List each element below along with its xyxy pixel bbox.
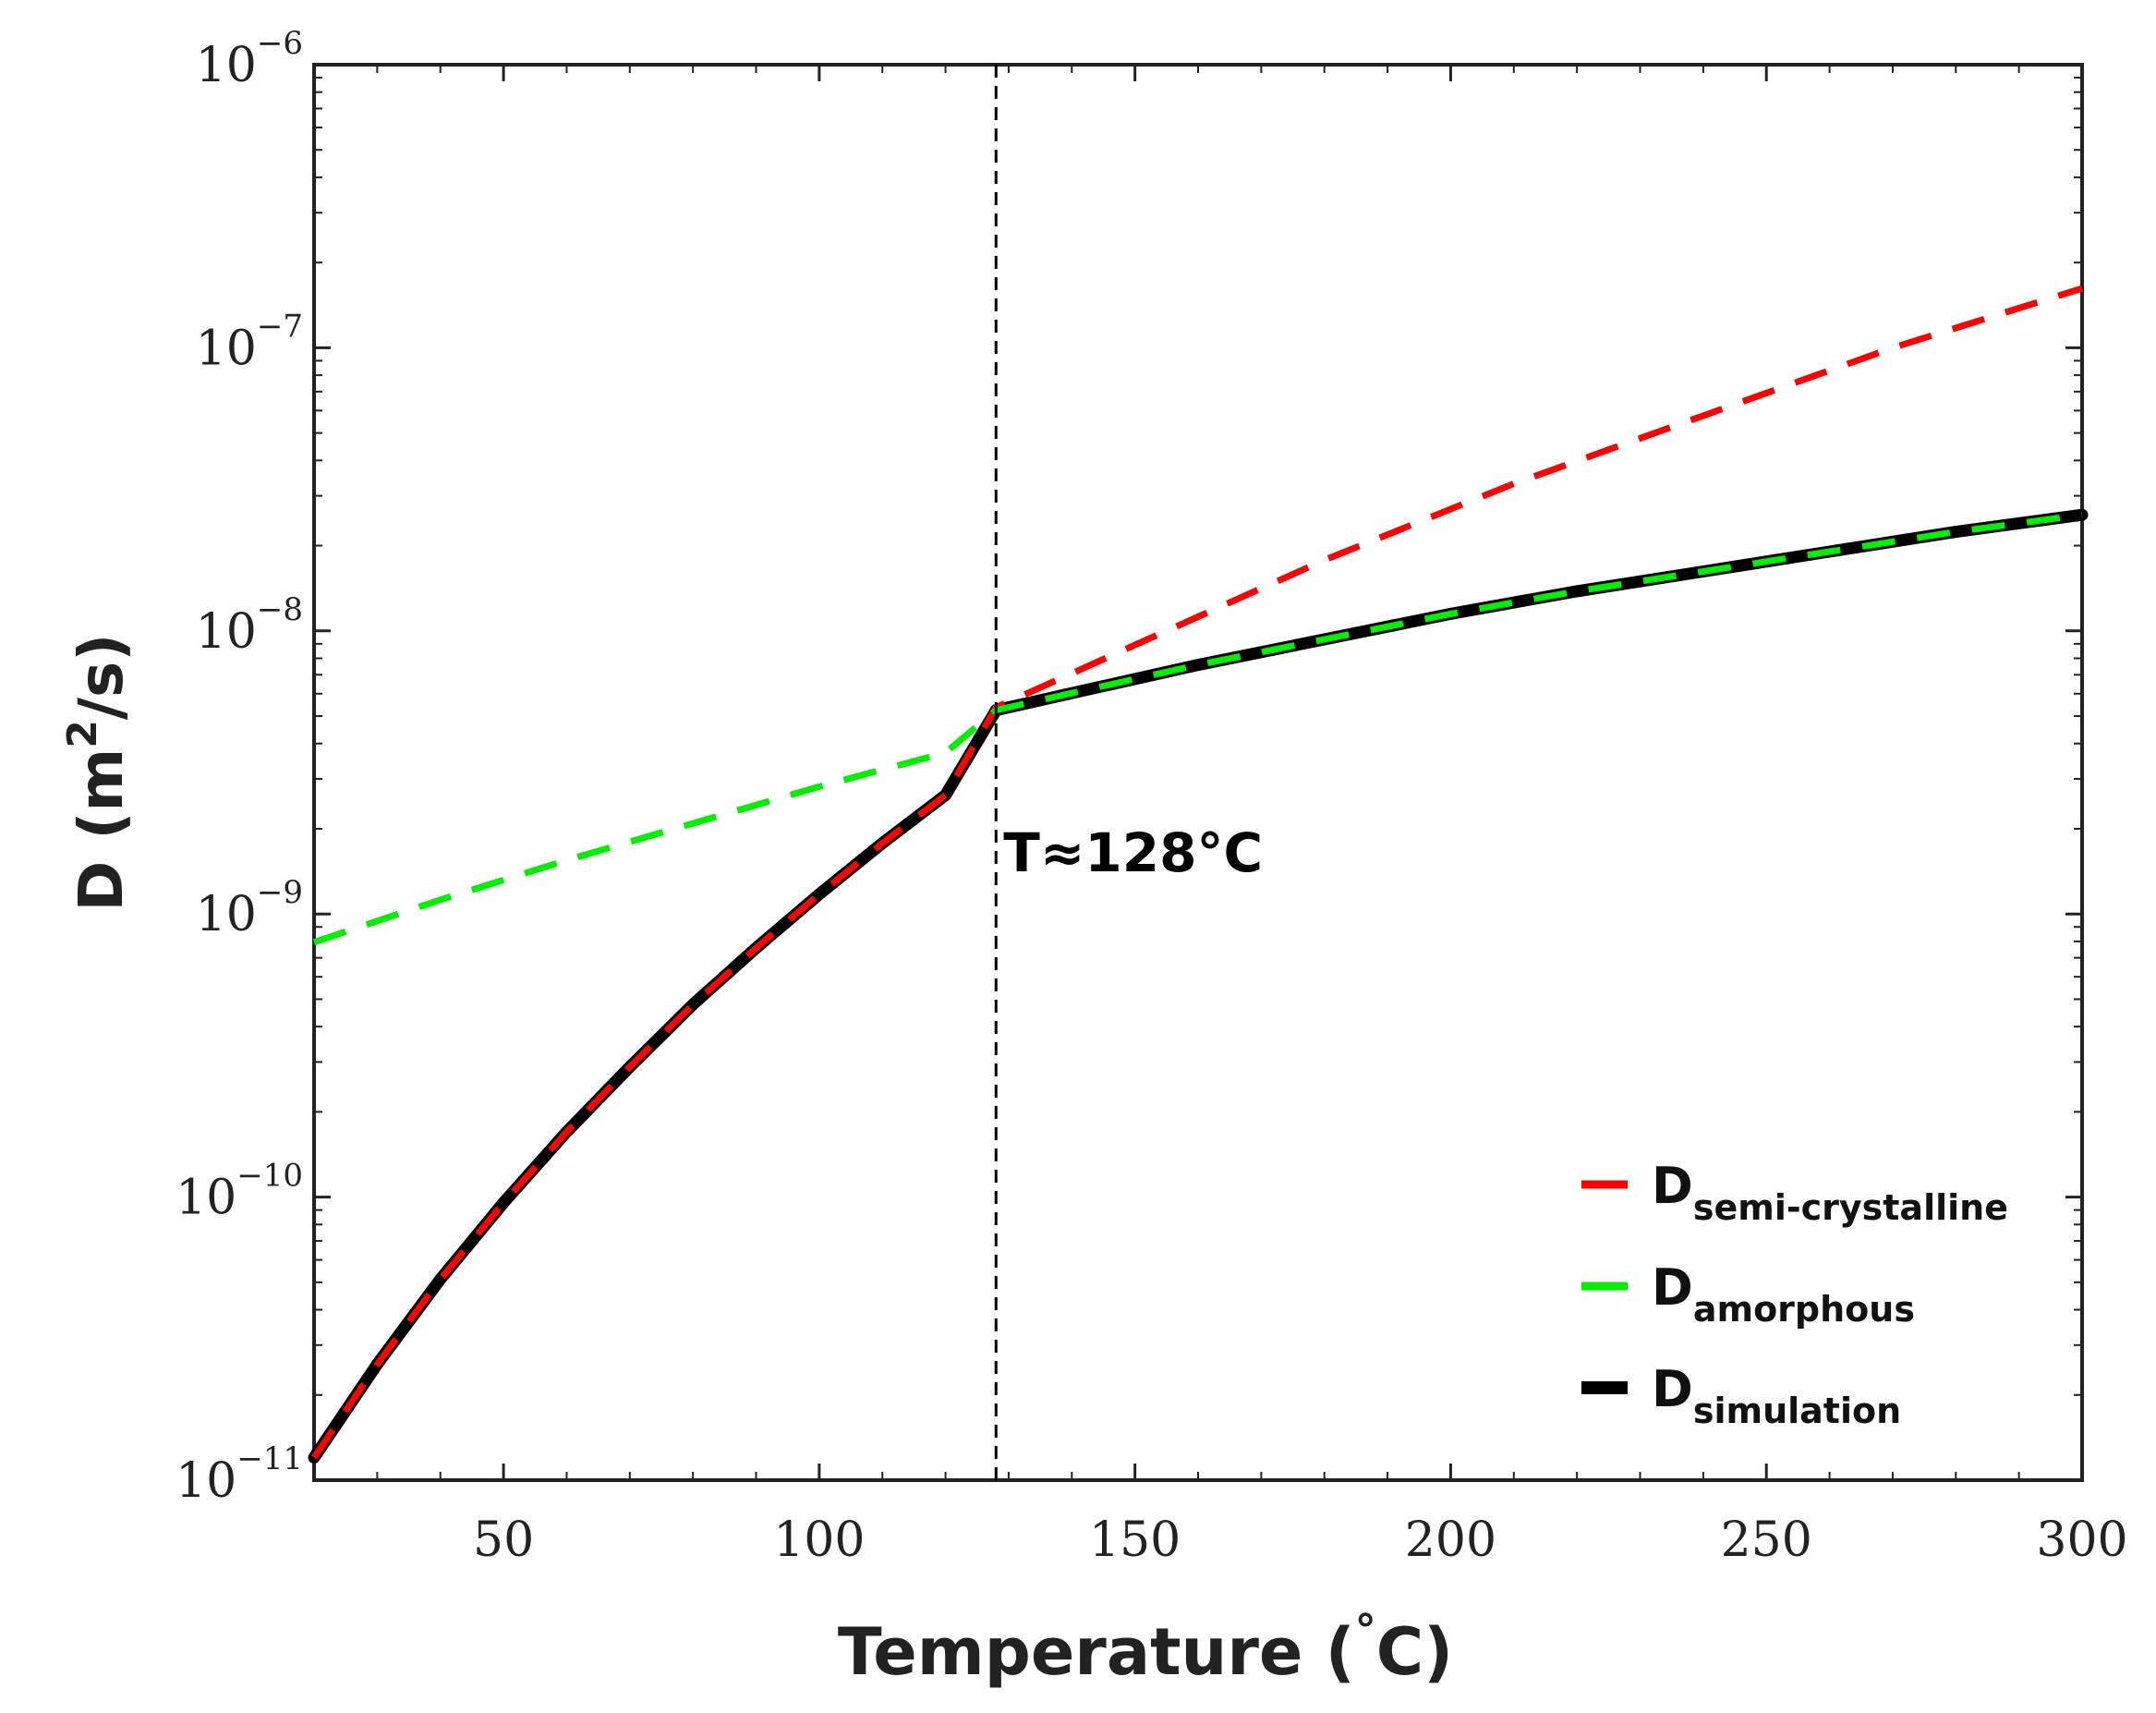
- svg-text:Dsemi-crystalline: Dsemi-crystalline: [1652, 1157, 2008, 1228]
- x-tick-label: 100: [773, 1513, 865, 1568]
- x-axis-degree: °: [1355, 1605, 1376, 1655]
- y-tick-exponent: −8: [257, 591, 303, 628]
- y-tick-base: 10: [196, 321, 257, 376]
- series-layer: [308, 285, 2089, 1464]
- svg-text:Dsimulation: Dsimulation: [1652, 1360, 1901, 1431]
- svg-text:Damorphous: Damorphous: [1652, 1258, 1915, 1330]
- y-axis-unit-tail: /s: [66, 662, 137, 720]
- y-tick-base: 10: [196, 38, 257, 93]
- y-axis-title: D (m2/s): [59, 634, 137, 912]
- plot-frame: [312, 63, 2084, 1482]
- y-tick-base: 10: [196, 604, 257, 660]
- y-tick-label: 10−9: [196, 874, 303, 942]
- y-tick-label: 10−10: [176, 1158, 303, 1226]
- legend-item-semi-crystalline: Dsemi-crystalline: [1581, 1157, 2008, 1228]
- y-tick-base: 10: [176, 1453, 236, 1509]
- y-tick-exponent: −7: [257, 308, 303, 345]
- legend-label-amorphous-sub: amorphous: [1693, 1289, 1915, 1330]
- x-tick-label: 150: [1089, 1513, 1181, 1568]
- y-tick-exponent: −6: [257, 25, 303, 62]
- y-axis-unit-exp: 2: [59, 720, 106, 748]
- y-axis-symbol: D: [66, 861, 137, 912]
- legend: Dsemi-crystalline Damorphous Dsimulation: [1581, 1157, 2008, 1431]
- y-tick-label: 10−8: [196, 591, 303, 660]
- legend-item-simulation: Dsimulation: [1581, 1360, 1901, 1431]
- x-axis-title: Temperature (°C): [838, 1605, 1453, 1690]
- x-tick-label: 300: [2036, 1513, 2127, 1568]
- legend-label-simulation-sub: simulation: [1693, 1391, 1901, 1431]
- threshold-annotation: T≈128°C: [1003, 821, 1263, 884]
- x-tick-label: 250: [1721, 1513, 1812, 1568]
- legend-label-semi-crystalline-sub: semi-crystalline: [1693, 1187, 2008, 1228]
- legend-label-semi-crystalline-main: D: [1652, 1157, 1693, 1215]
- y-tick-label: 10−11: [176, 1440, 303, 1509]
- y-tick-exponent: −11: [236, 1440, 303, 1477]
- x-axis-label: Temperature: [838, 1614, 1303, 1690]
- legend-label-amorphous-main: D: [1652, 1258, 1693, 1317]
- axis-ticks: 50 100 150 200 250 30010−1110−1010−910−810−71…: [176, 25, 2128, 1568]
- series-line-semi-crystalline: [311, 285, 2084, 1460]
- legend-item-amorphous: Damorphous: [1581, 1258, 1915, 1330]
- series-line-amorphous: [312, 511, 2083, 946]
- legend-label-simulation-main: D: [1652, 1360, 1693, 1418]
- y-tick-label: 10−7: [196, 308, 303, 376]
- y-tick-exponent: −10: [236, 1158, 303, 1195]
- y-axis-unit-base: m: [66, 748, 137, 812]
- y-tick-base: 10: [176, 1171, 236, 1226]
- y-tick-base: 10: [196, 887, 257, 942]
- x-axis-unit: C: [1376, 1614, 1423, 1690]
- x-tick-label: 50: [473, 1513, 534, 1568]
- y-tick-exponent: −9: [257, 874, 303, 911]
- y-tick-label: 10−6: [196, 25, 303, 93]
- x-tick-label: 200: [1405, 1513, 1496, 1568]
